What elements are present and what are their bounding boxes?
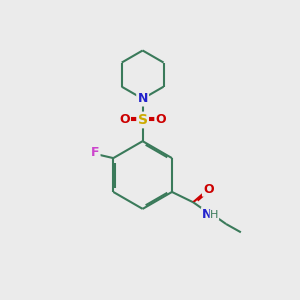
Text: O: O bbox=[119, 113, 130, 127]
Text: N: N bbox=[137, 92, 148, 105]
Text: S: S bbox=[138, 113, 148, 127]
Text: F: F bbox=[91, 146, 99, 159]
Text: H: H bbox=[210, 210, 219, 220]
Text: N: N bbox=[202, 208, 212, 221]
Text: O: O bbox=[156, 113, 166, 127]
Text: O: O bbox=[203, 182, 214, 196]
